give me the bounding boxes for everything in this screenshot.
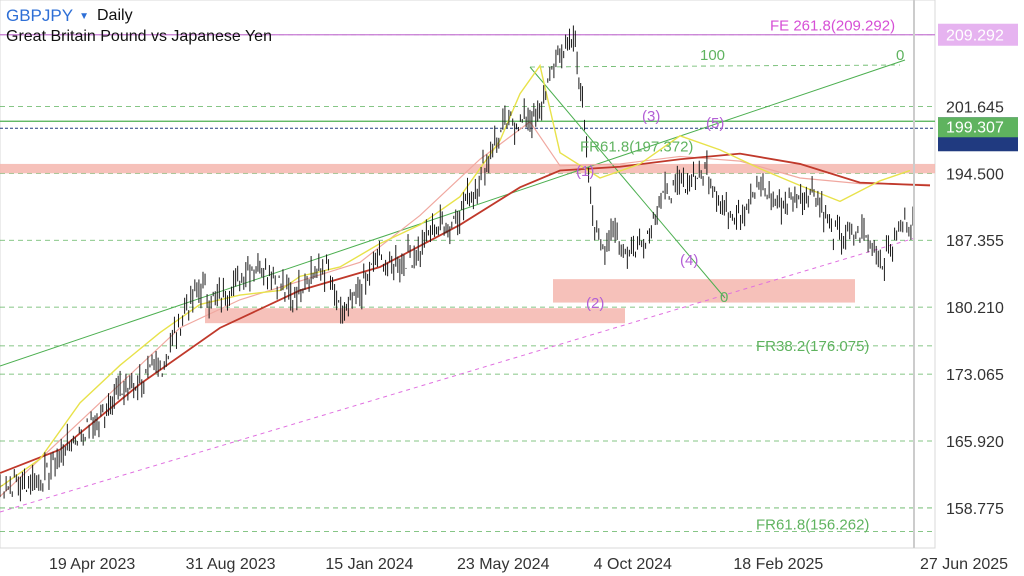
y-tick-label: 173.065 xyxy=(946,367,1004,384)
x-tick-label: 19 Apr 2023 xyxy=(49,556,135,573)
fib-label: FR38.2(176.075) xyxy=(756,338,869,355)
y-tick-label: 194.500 xyxy=(946,166,1004,183)
price-tag-bg xyxy=(938,23,1018,46)
wave-label: (4) xyxy=(680,252,698,269)
y-tick-label: 201.645 xyxy=(946,99,1004,116)
y-tick-label: 187.355 xyxy=(946,233,1004,250)
x-tick-label: 4 Oct 2024 xyxy=(594,556,672,573)
x-tick-label: 18 Feb 2025 xyxy=(733,556,823,573)
fib-100-line xyxy=(529,64,901,68)
y-tick-label: 180.210 xyxy=(946,300,1004,317)
fe-label: FE 261.8(209.292) xyxy=(770,18,895,35)
wave-label: (1) xyxy=(576,163,594,180)
y-tick-label: 158.775 xyxy=(946,501,1004,518)
zone-rect xyxy=(205,308,625,324)
interval-label[interactable]: Daily xyxy=(97,7,133,24)
wave-label: (3) xyxy=(642,108,660,125)
fib-level-label: 0 xyxy=(896,47,904,64)
symbol-row[interactable]: GBPJPY ▼ Daily xyxy=(6,6,272,26)
fib-swing-line xyxy=(529,66,726,299)
fib-label: FR61.8(156.262) xyxy=(756,516,869,533)
trend-line-upper xyxy=(0,59,906,367)
ma-mid-line xyxy=(0,120,931,497)
x-tick-label: 31 Aug 2023 xyxy=(186,556,276,573)
caret-down-icon[interactable]: ▼ xyxy=(79,10,89,22)
price-tag-199: 199.307 xyxy=(946,119,1004,136)
zone-rect xyxy=(553,279,855,303)
ma-fast-line xyxy=(0,63,911,488)
wave-label: (5) xyxy=(706,115,724,132)
trend-line-support xyxy=(0,237,916,513)
zone-rect xyxy=(0,163,935,174)
fib-level-label: 0 xyxy=(720,289,728,306)
fib-level-label: 100 xyxy=(700,47,725,64)
wave-label: (2) xyxy=(586,295,604,312)
fib-label: FR61.8(197.372) xyxy=(580,138,693,155)
x-tick-label: 27 Jun 2025 xyxy=(920,556,1008,573)
x-tick-label: 15 Jan 2024 xyxy=(325,556,413,573)
price-tag-bg xyxy=(938,117,1018,138)
price-tag-209: 209.292 xyxy=(946,28,1004,45)
symbol-label[interactable]: GBPJPY xyxy=(6,6,74,25)
instrument-description: Great Britain Pound vs Japanese Yen xyxy=(6,28,272,45)
x-tick-label: 23 May 2024 xyxy=(457,556,550,573)
plot-frame xyxy=(0,0,936,549)
y-tick-label: 165.920 xyxy=(946,434,1004,451)
chart-header: GBPJPY ▼ Daily Great Britain Pound vs Ja… xyxy=(6,6,272,46)
